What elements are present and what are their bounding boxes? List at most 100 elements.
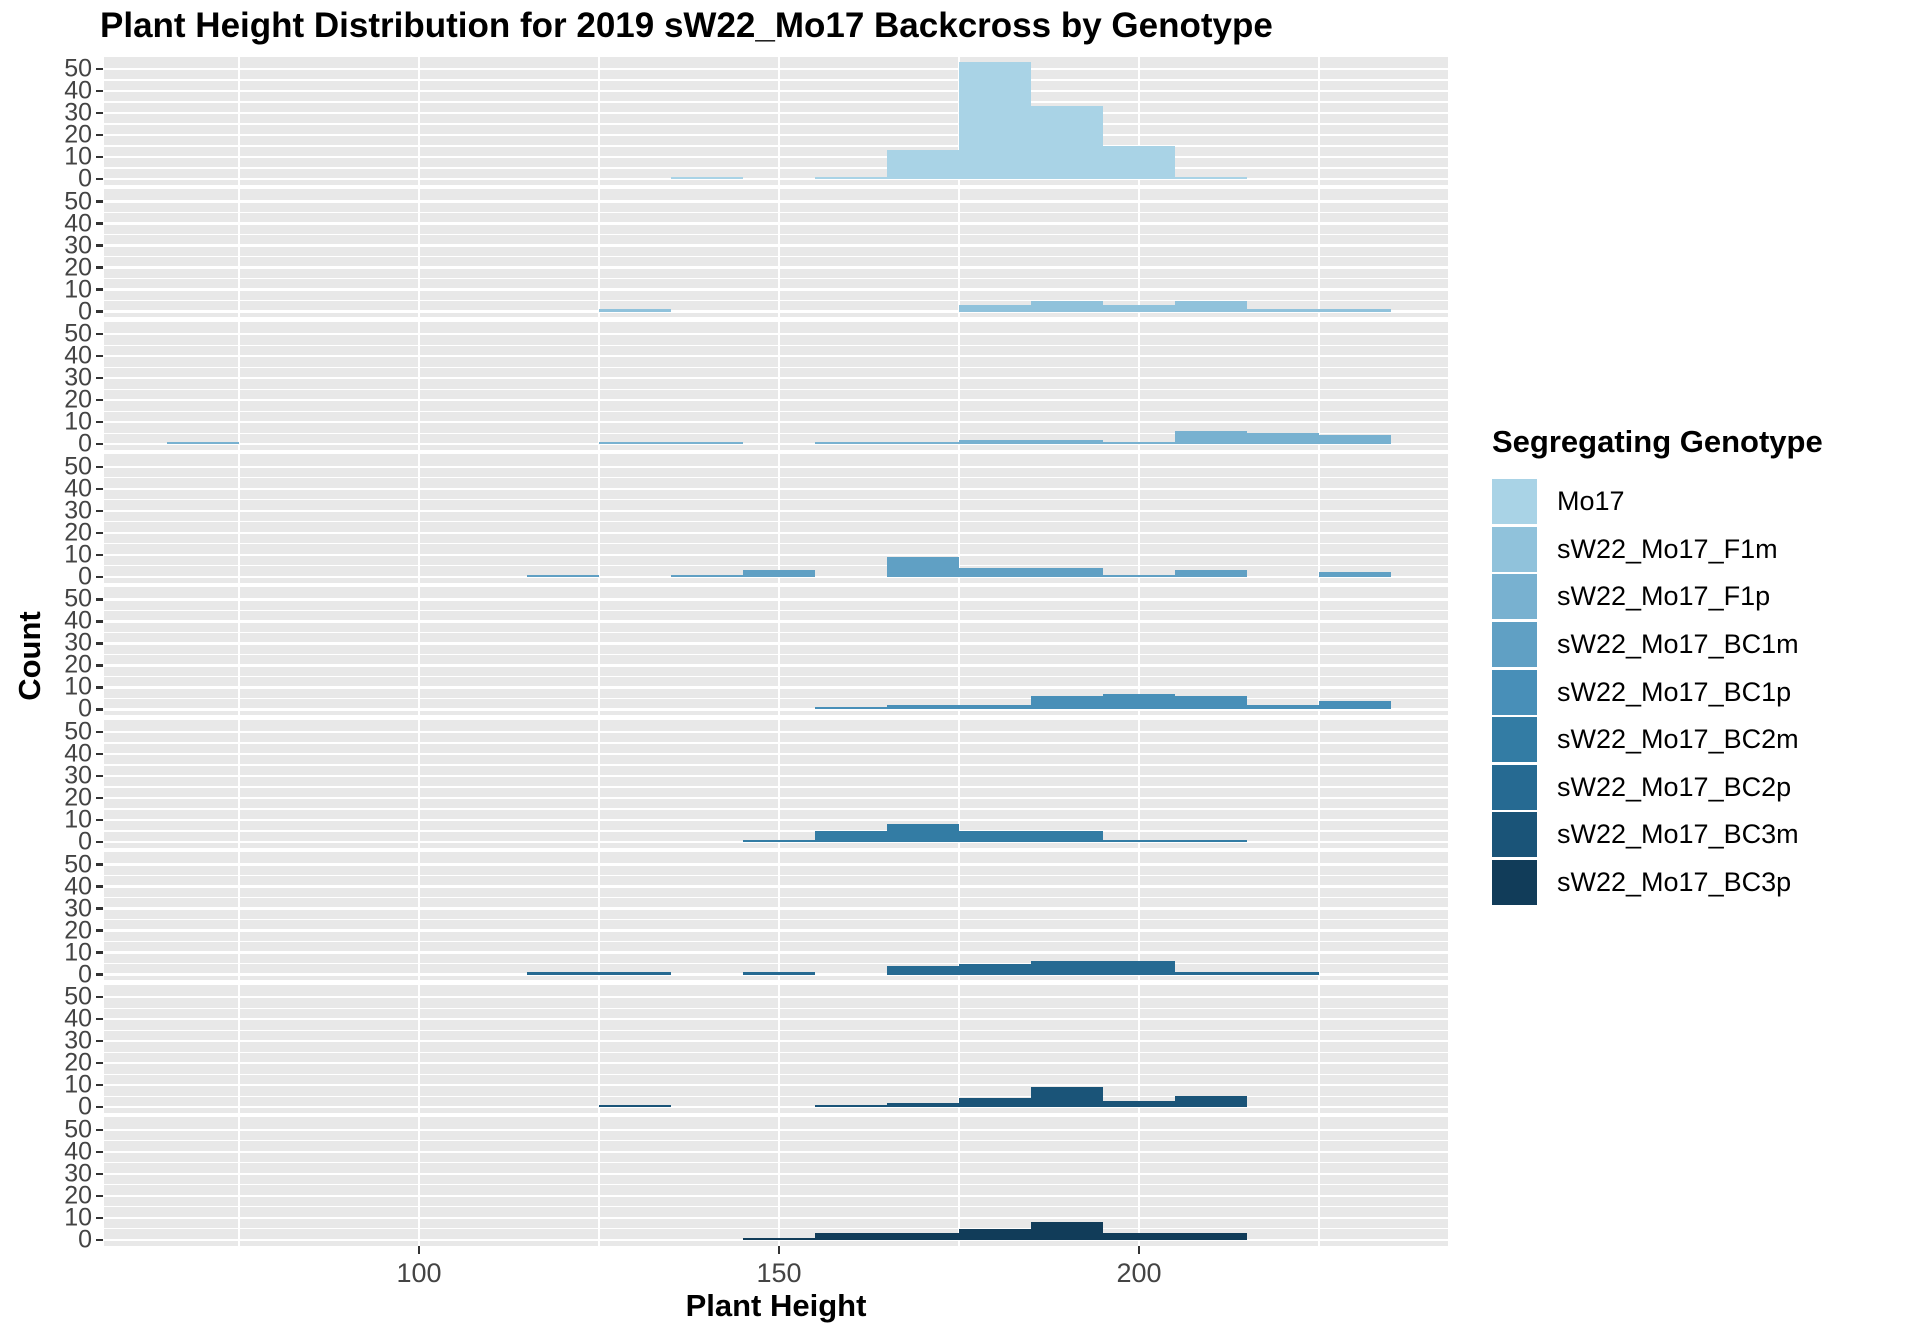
gridline-h-major xyxy=(104,553,1448,556)
gridline-h-major xyxy=(104,929,1448,932)
gridline-h-minor xyxy=(104,874,1448,877)
y-tick-mark xyxy=(96,1062,103,1065)
legend-item-label: Mo17 xyxy=(1557,486,1625,517)
gridline-h-major xyxy=(104,1150,1448,1153)
legend-item-label: sW22_Mo17_BC1p xyxy=(1557,676,1792,707)
histogram-bar xyxy=(599,309,671,312)
y-tick-mark xyxy=(96,1040,103,1043)
legend-item-label: sW22_Mo17_F1m xyxy=(1557,533,1778,564)
gridline-h-minor xyxy=(104,233,1448,236)
gridline-h-minor xyxy=(104,277,1448,280)
y-tick-mark xyxy=(96,929,103,932)
y-tick-mark xyxy=(96,1216,103,1219)
legend-item-label: sW22_Mo17_F1p xyxy=(1557,581,1771,612)
gridline-h-major xyxy=(104,642,1448,645)
gridline-v-minor xyxy=(1318,587,1320,716)
gridline-h-major xyxy=(104,1172,1448,1175)
gridline-h-major xyxy=(104,222,1448,225)
gridline-h-major xyxy=(104,686,1448,689)
y-tick-mark xyxy=(96,840,103,844)
legend: Segregating Genotype Mo17 sW22_Mo17_F1m sW… xyxy=(1492,424,1823,906)
histogram-bar xyxy=(959,1228,1031,1240)
y-tick-label: 0 xyxy=(78,960,92,989)
histogram-bar xyxy=(1103,694,1175,710)
gridline-h-major xyxy=(104,1194,1448,1197)
gridline-v-major xyxy=(417,587,421,716)
y-tick-label: 30 xyxy=(64,363,92,392)
y-tick-label: 40 xyxy=(64,341,92,370)
gridline-v-major xyxy=(1137,984,1141,1113)
histogram-bar xyxy=(815,1104,887,1108)
y-tick-label: 50 xyxy=(64,850,92,879)
gridline-h-major xyxy=(104,332,1448,336)
gridline-h-major xyxy=(104,1238,1448,1241)
y-tick-label: 40 xyxy=(64,1004,92,1033)
x-axis-title: Plant Height xyxy=(685,1288,867,1323)
gridline-v-major xyxy=(777,587,781,716)
legend-item-label: sW22_Mo17_BC3p xyxy=(1557,867,1792,898)
gridline-h-major xyxy=(104,796,1448,800)
gridline-v-major xyxy=(777,189,781,318)
histogram-bar xyxy=(1031,439,1103,445)
gridline-h-major xyxy=(104,1105,1448,1109)
gridline-v-major xyxy=(1137,719,1141,848)
histogram-bar xyxy=(887,150,959,179)
legend-item: sW22_Mo17_F1p xyxy=(1492,573,1823,621)
legend-color-swatch xyxy=(1492,622,1537,668)
histogram-bar xyxy=(1175,430,1247,445)
gridline-v-major xyxy=(777,56,781,185)
y-tick-label: 50 xyxy=(64,1115,92,1144)
gridline-h-minor xyxy=(104,808,1448,810)
facet-panel xyxy=(104,189,1448,318)
gridline-v-minor xyxy=(1318,984,1320,1113)
gridline-h-minor xyxy=(104,167,1448,169)
histogram-bar xyxy=(167,441,239,445)
histogram-bar xyxy=(1175,696,1247,710)
histogram-bar xyxy=(1103,304,1175,312)
y-tick-mark xyxy=(96,774,103,778)
gridline-h-minor xyxy=(104,1095,1448,1097)
y-tick-mark xyxy=(96,443,103,446)
y-tick-label: 0 xyxy=(78,694,92,723)
gridline-h-major xyxy=(104,111,1448,115)
gridline-h-minor xyxy=(104,477,1448,479)
legend-item: sW22_Mo17_F1m xyxy=(1492,526,1823,574)
y-tick-mark xyxy=(96,465,103,468)
y-tick-mark xyxy=(96,885,103,888)
gridline-h-major xyxy=(104,67,1448,71)
gridline-h-major xyxy=(104,487,1448,490)
gridline-v-minor xyxy=(238,454,240,583)
gridline-v-minor xyxy=(958,852,960,981)
y-tick-label: 10 xyxy=(64,1203,92,1232)
histogram-bar xyxy=(671,176,743,179)
y-tick-mark xyxy=(96,310,103,313)
gridline-h-major xyxy=(104,310,1448,313)
histogram-bar xyxy=(887,1102,959,1108)
gridline-h-major xyxy=(104,155,1448,159)
histogram-bar xyxy=(1103,1233,1175,1240)
histogram-bar xyxy=(1175,1096,1247,1108)
gridline-h-major xyxy=(104,354,1448,358)
histogram-bar xyxy=(743,839,815,842)
gridline-v-major xyxy=(1137,321,1141,450)
x-tick-mark xyxy=(777,1245,781,1254)
gridline-h-minor xyxy=(104,1184,1448,1186)
y-tick-mark xyxy=(96,200,103,203)
y-tick-label: 20 xyxy=(64,1181,92,1210)
y-tick-mark xyxy=(96,509,103,512)
legend-item: sW22_Mo17_BC3p xyxy=(1492,859,1823,907)
gridline-h-minor xyxy=(104,388,1448,390)
y-tick-label: 20 xyxy=(64,650,92,679)
y-tick-label: 30 xyxy=(64,1159,92,1188)
gridline-h-major xyxy=(104,951,1448,954)
y-tick-mark xyxy=(96,67,103,71)
gridline-h-major xyxy=(104,995,1448,999)
legend-items: Mo17 sW22_Mo17_F1m sW22_Mo17_F1p sW22_Mo17_… xyxy=(1492,478,1823,906)
y-tick-label: 30 xyxy=(64,98,92,127)
histogram-bar xyxy=(815,830,887,842)
gridline-h-minor xyxy=(104,631,1448,633)
legend-color-swatch xyxy=(1492,860,1537,906)
y-tick-mark xyxy=(96,1106,103,1109)
y-tick-mark xyxy=(96,553,103,556)
gridline-h-major xyxy=(104,1017,1448,1021)
